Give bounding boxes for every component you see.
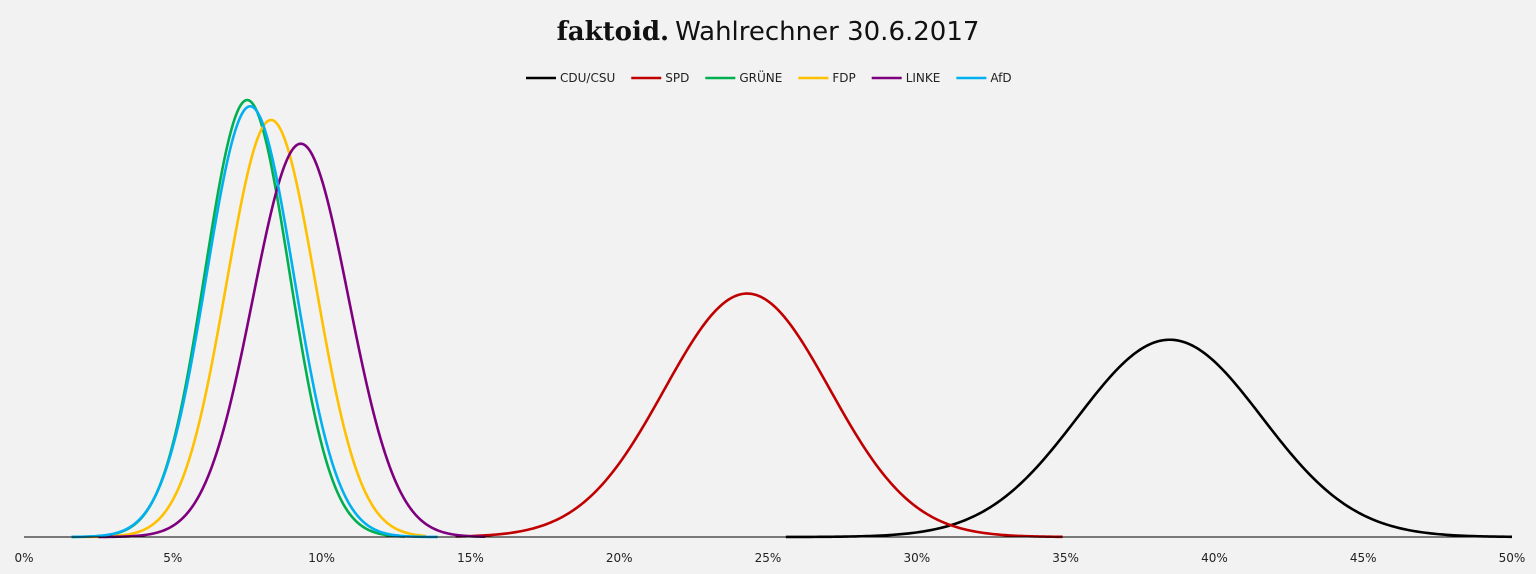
legend-label: LINKE [906,71,941,85]
title-brand: faktoid. [557,17,670,47]
legend-item: GRÜNE [705,69,782,85]
x-tick-label: 50% [1499,551,1526,565]
legend-item: FDP [798,71,856,85]
x-tick-label: 35% [1052,551,1079,565]
series-line-fdp [83,118,426,539]
legend-item: AfD [956,71,1012,85]
legend-label: SPD [665,71,689,85]
plot-area [71,98,1513,539]
series-line-afd [71,104,438,539]
series-line-linke [98,142,486,539]
x-tick-label: 0% [14,551,33,565]
x-tick-label: 25% [755,551,782,565]
series-line-spd [455,292,1063,539]
x-tick-label: 30% [903,551,930,565]
legend-label: AfD [990,71,1011,85]
title-text: Wahlrechner 30.6.2017 [675,17,979,47]
series-line-gr-ne [71,98,405,539]
x-tick-label: 5% [163,551,182,565]
chart-title: faktoid. Wahlrechner 30.6.2017 [557,17,980,47]
x-tick-label: 10% [308,551,335,565]
x-tick-label: 15% [457,551,484,565]
series-line-cdu-csu [785,338,1513,539]
legend-item: SPD [631,71,689,85]
x-tick-label: 20% [606,551,633,565]
legend-item: CDU/CSU [526,71,615,85]
x-tick-label: 40% [1201,551,1228,565]
x-axis-ticks: 0% 5% 10% 15% 20% 25% 30% 35% 40% 45% 50% [14,551,1525,565]
legend: CDU/CSU SPD GRÜNE FDP LINKE AfD [526,69,1012,85]
legend-label: GRÜNE [739,69,782,85]
legend-item: LINKE [871,71,941,85]
x-tick-label: 45% [1350,551,1377,565]
legend-label: CDU/CSU [560,71,615,85]
legend-label: FDP [832,71,855,85]
